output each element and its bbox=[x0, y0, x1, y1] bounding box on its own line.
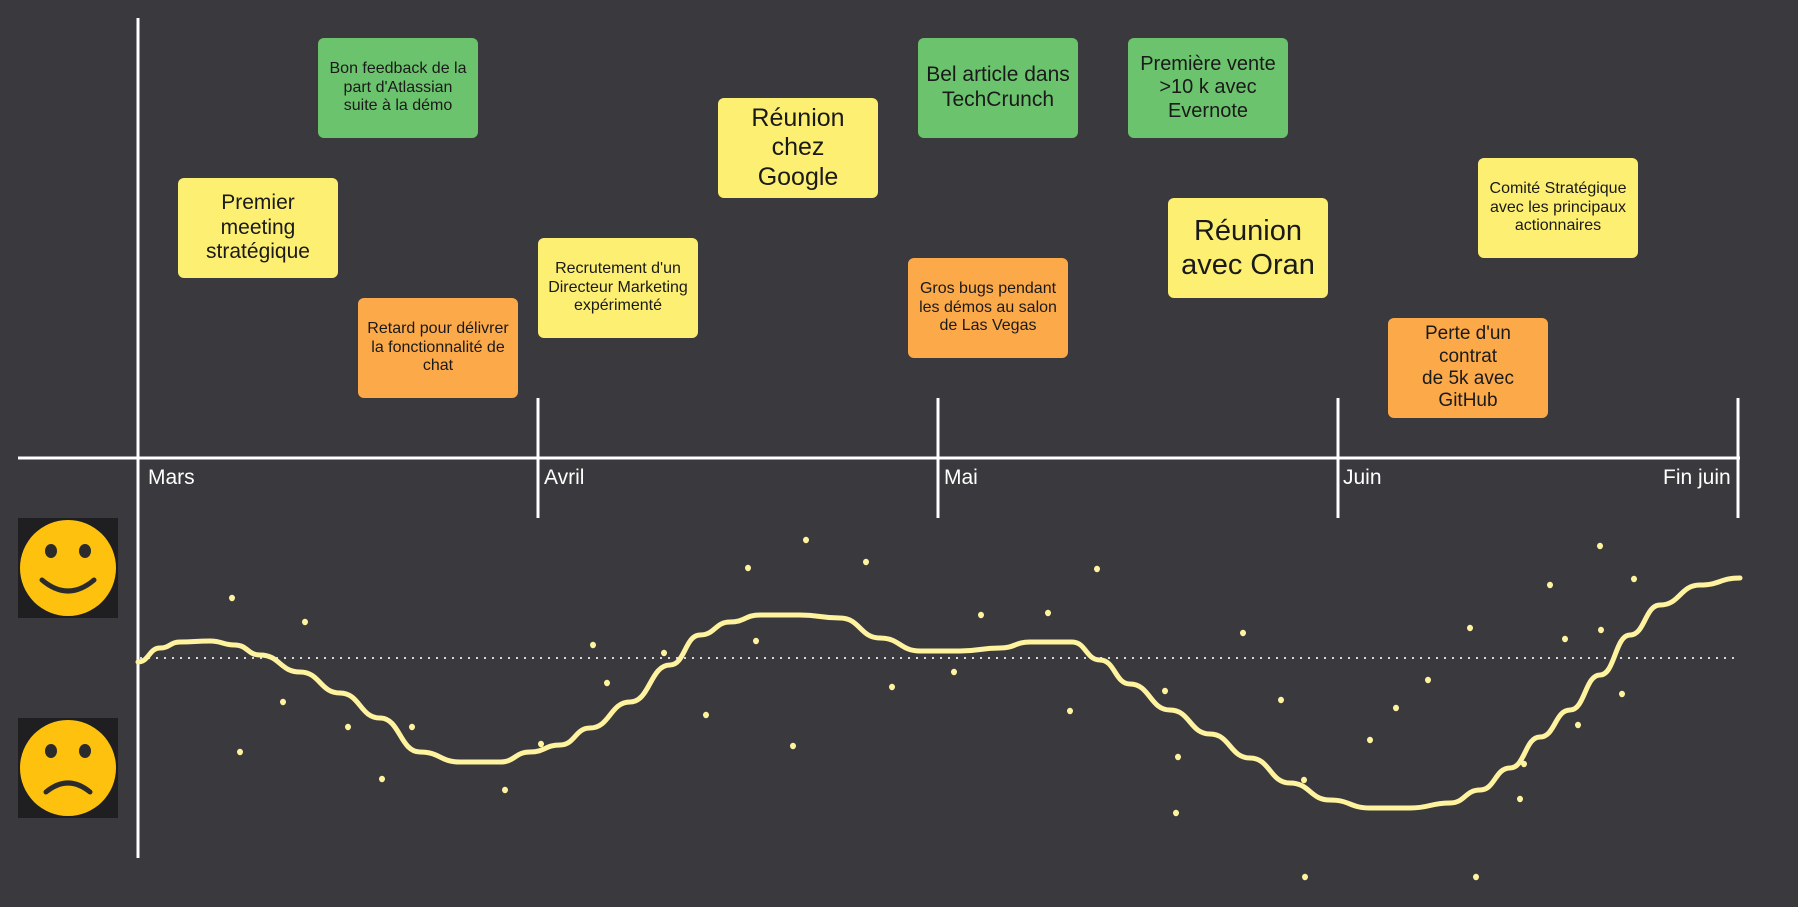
event-note-bugs-las-vegas: Gros bugs pendant les démos au salon de … bbox=[908, 258, 1068, 358]
mood-dot bbox=[863, 558, 869, 566]
mood-dot bbox=[978, 611, 984, 619]
mood-dot bbox=[803, 536, 809, 544]
event-note-recrutement-marketing: Recrutement d'un Directeur Marketing exp… bbox=[538, 238, 698, 338]
event-note-comite-strategique: Comité Stratégique avec les principaux a… bbox=[1478, 158, 1638, 258]
mood-dot bbox=[502, 786, 508, 794]
event-note-vente-evernote: Première vente >10 k avec Evernote bbox=[1128, 38, 1288, 138]
mood-dot bbox=[790, 742, 796, 750]
mood-dot bbox=[590, 641, 596, 649]
event-note-retard-chat: Retard pour délivrer la fonctionnalité d… bbox=[358, 298, 518, 398]
mood-dot bbox=[1173, 809, 1179, 817]
mood-dot bbox=[1367, 736, 1373, 744]
month-label-fin-juin: Fin juin bbox=[1663, 466, 1731, 489]
frowning-face-icon bbox=[20, 720, 116, 816]
happy-mood-face bbox=[18, 518, 118, 618]
event-note-premier-meeting: Premier meeting stratégique bbox=[178, 178, 338, 278]
mood-dot bbox=[951, 668, 957, 676]
mood-dot bbox=[1425, 676, 1431, 684]
mood-dot bbox=[889, 683, 895, 691]
mood-dot bbox=[1575, 721, 1581, 729]
mood-curve bbox=[135, 575, 1743, 811]
mood-dot bbox=[1619, 690, 1625, 698]
month-label-juin: Juin bbox=[1343, 466, 1382, 489]
mood-dot bbox=[703, 711, 709, 719]
mood-dot bbox=[1301, 776, 1307, 784]
mood-dot bbox=[302, 618, 308, 626]
month-label-avril: Avril bbox=[544, 466, 585, 489]
event-note-article-techcrunch: Bel article dans TechCrunch bbox=[918, 38, 1078, 138]
mood-dot bbox=[345, 723, 351, 731]
mood-dot bbox=[1302, 873, 1308, 881]
mood-dot bbox=[538, 740, 544, 748]
mood-dot bbox=[1598, 626, 1604, 634]
mood-dot bbox=[229, 594, 235, 602]
mood-dot bbox=[1521, 760, 1527, 768]
event-note-reunion-google: Réunion chez Google bbox=[718, 98, 878, 198]
smiling-face-icon bbox=[20, 520, 116, 616]
mood-dot bbox=[1473, 873, 1479, 881]
sad-mood-face bbox=[18, 718, 118, 818]
mood-dot bbox=[753, 637, 759, 645]
mood-dot bbox=[661, 649, 667, 657]
mood-dot bbox=[1597, 542, 1603, 550]
mood-dot bbox=[409, 723, 415, 731]
mood-dot bbox=[604, 679, 610, 687]
month-label-mai: Mai bbox=[944, 466, 978, 489]
mood-dot bbox=[1175, 753, 1181, 761]
mood-dot bbox=[1517, 795, 1523, 803]
mood-dot bbox=[280, 698, 286, 706]
mood-dot bbox=[1240, 629, 1246, 637]
mood-dot bbox=[1045, 609, 1051, 617]
month-label-mars: Mars bbox=[148, 466, 195, 489]
event-note-feedback-atlassian: Bon feedback de la part d'Atlassian suit… bbox=[318, 38, 478, 138]
mood-dot bbox=[1631, 575, 1637, 583]
mood-dot bbox=[1467, 624, 1473, 632]
mood-dot bbox=[745, 564, 751, 572]
mood-dot bbox=[1562, 635, 1568, 643]
event-note-reunion-oran: Réunion avec Oran bbox=[1168, 198, 1328, 298]
event-note-perte-github: Perte d'un contrat de 5k avec GitHub bbox=[1388, 318, 1548, 418]
mood-dot bbox=[1094, 565, 1100, 573]
mood-dot bbox=[1547, 581, 1553, 589]
mood-dot bbox=[1278, 696, 1284, 704]
mood-dot bbox=[237, 748, 243, 756]
mood-dot bbox=[1393, 704, 1399, 712]
mood-dot bbox=[1067, 707, 1073, 715]
mood-dot bbox=[1162, 687, 1168, 695]
mood-dot bbox=[379, 775, 385, 783]
